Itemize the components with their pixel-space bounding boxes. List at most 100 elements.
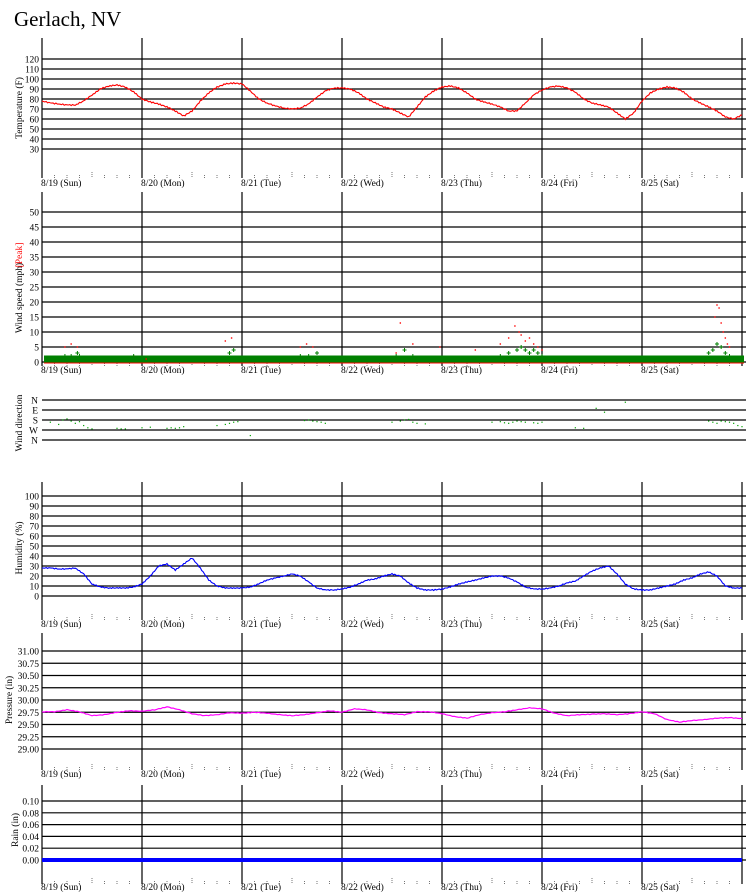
wind-point — [519, 345, 524, 349]
wind-point — [315, 351, 319, 355]
temperature-tick-label: 30 — [30, 146, 40, 156]
wind-peak-point — [714, 316, 716, 318]
wind-direction-point — [508, 422, 510, 424]
wind-point — [515, 348, 519, 352]
wind-peak-point — [537, 346, 539, 348]
wind-direction-point — [224, 423, 226, 426]
wind-direction-point — [237, 421, 239, 423]
wind-direction-tick-label: W — [29, 427, 38, 437]
wind-point — [531, 348, 536, 352]
wind-direction-point — [178, 427, 181, 429]
temperature-day-label: 8/21 (Tue) — [241, 178, 281, 189]
wind-direction-point — [537, 422, 539, 424]
humidity-tick-label: 50 — [30, 543, 40, 553]
pressure-tick-label: 30.00 — [18, 697, 40, 707]
pressure-day-label: 8/20 (Mon) — [141, 769, 185, 780]
wind-point — [506, 351, 511, 355]
wind-direction-point — [116, 427, 118, 429]
wind-point — [715, 342, 719, 346]
wind-peak-point — [728, 346, 731, 348]
wind-point — [394, 354, 399, 358]
humidity-tick-label: 100 — [25, 493, 40, 503]
wind-point — [77, 354, 82, 358]
humidity-axis-label: Humidity (%) — [14, 521, 25, 574]
wind-tick-label: 10 — [30, 329, 40, 339]
wind-point — [523, 348, 528, 352]
wind-direction-point — [87, 427, 89, 429]
rain-tick-label: 0.02 — [22, 845, 39, 855]
temperature-day-label: 8/19 (Sun) — [41, 178, 81, 189]
wind-day-label: 8/22 (Wed) — [341, 365, 384, 376]
wind-axis-label: Wind speed (mph) — [14, 263, 25, 333]
wind-peak-point — [716, 304, 718, 306]
wind-direction-point — [312, 420, 314, 422]
wind-tick-label: 15 — [30, 314, 40, 324]
wind-tick-label: 5 — [34, 344, 39, 354]
wind-point — [227, 351, 232, 355]
wind-peak-point — [305, 343, 308, 345]
humidity-tick-label: 0 — [34, 593, 39, 603]
wind-point — [69, 354, 74, 358]
pressure-axis-label: Pressure (in) — [4, 676, 15, 724]
pressure-panel: 8/19 (Sun) 8/20 (Mon) 8/21 (Tue) 8/22 (Wed)… — [4, 633, 746, 780]
humidity-day-label: 8/25 (Sat) — [641, 619, 679, 630]
wind-direction-point — [170, 427, 172, 429]
humidity-tick-label: 80 — [30, 513, 40, 523]
wind-peak-point — [499, 343, 502, 345]
wind-direction-point — [595, 407, 597, 409]
wind-point — [62, 354, 67, 358]
wind-direction-point — [183, 426, 185, 428]
temperature-tick-label: 120 — [25, 56, 40, 66]
wind-direction-point — [249, 434, 251, 437]
wind-direction-point — [62, 419, 64, 421]
wind-direction-point — [391, 421, 393, 423]
pressure-day-label: 8/25 (Sat) — [641, 769, 679, 780]
rain-day-label: 8/22 (Wed) — [341, 882, 384, 893]
temperature-day-label: 8/22 (Wed) — [341, 178, 384, 189]
wind-day-label: 8/19 (Sun) — [41, 365, 81, 376]
humidity-day-label: 8/20 (Mon) — [141, 619, 185, 630]
humidity-day-label: 8/19 (Sun) — [41, 619, 81, 630]
pressure-day-label: 8/24 (Fri) — [541, 769, 578, 780]
wind-direction-tick-label: N — [31, 437, 38, 447]
wind-direction-point — [78, 421, 81, 423]
wind-point — [706, 351, 711, 355]
wind-direction-point — [741, 426, 743, 428]
wind-direction-point — [424, 423, 426, 425]
humidity-tick-label: 20 — [30, 573, 40, 583]
wind-peak-point — [507, 337, 510, 339]
wind-direction-point — [149, 426, 151, 428]
wind-direction-point — [49, 421, 51, 423]
wind-peak-point — [76, 346, 79, 348]
wind-peak-point — [399, 322, 402, 324]
humidity-day-label: 8/23 (Thu) — [441, 619, 482, 630]
wind-direction-point — [91, 428, 93, 430]
humidity-tick-label: 40 — [30, 553, 40, 563]
wind-point — [719, 345, 724, 349]
wind-peak-point — [724, 337, 727, 339]
wind-peak-point — [532, 343, 535, 345]
wind-direction-point — [70, 420, 72, 422]
rain-axis-label: Rain (in) — [10, 813, 21, 847]
wind-day-label: 8/20 (Mon) — [141, 365, 185, 376]
temperature-tick-label: 60 — [30, 116, 40, 126]
wind-direction-point — [403, 419, 406, 421]
wind-direction-point — [66, 418, 68, 420]
wind-peak-point — [541, 349, 543, 351]
wind-direction-point — [624, 401, 626, 403]
pressure-tick-label: 29.50 — [18, 721, 40, 731]
temperature-tick-label: 70 — [30, 106, 40, 116]
pressure-tick-label: 29.25 — [18, 733, 40, 743]
wind-point — [306, 354, 311, 358]
temperature-panel: 8/19 (Sun) 8/20 (Mon) 8/21 (Tue) 8/22 (Wed)… — [14, 38, 746, 189]
rain-day-label: 8/20 (Mon) — [141, 882, 185, 893]
pressure-day-label: 8/21 (Tue) — [241, 769, 281, 780]
wind-peak-point — [412, 343, 414, 345]
wind-day-label: 8/24 (Fri) — [541, 365, 578, 376]
wind-point — [402, 348, 407, 352]
rain-day-label: 8/24 (Fri) — [541, 882, 578, 893]
temperature-tick-label: 100 — [25, 76, 40, 86]
wind-direction-point — [603, 411, 606, 413]
wind-direction-point — [58, 423, 60, 426]
temperature-axis-label: Temperature (F) — [14, 77, 25, 139]
